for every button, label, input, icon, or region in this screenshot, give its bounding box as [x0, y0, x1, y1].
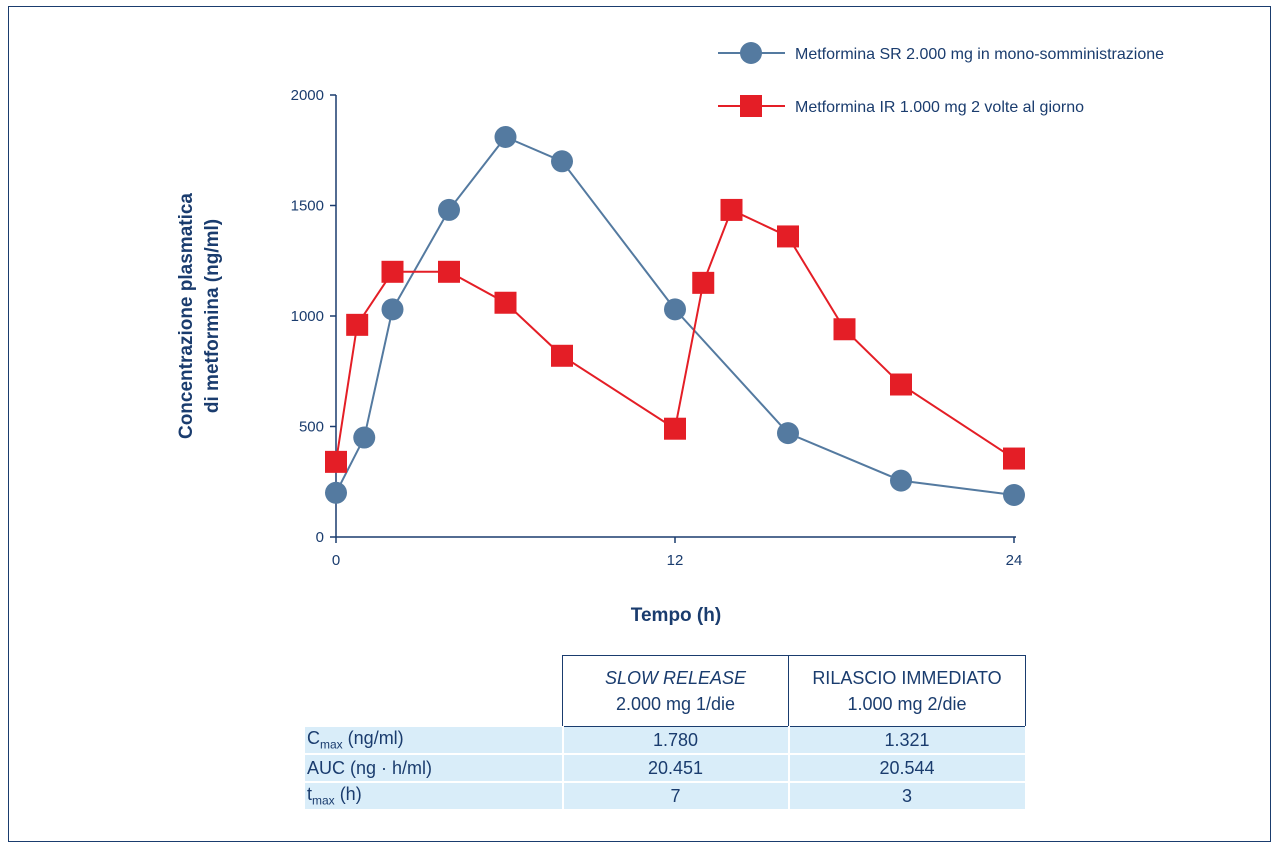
cell-tmax-ir: 3 [788, 782, 1027, 811]
x-ticks: 0 12 24 [332, 537, 1023, 569]
data-point-series-0 [777, 422, 799, 445]
cell-cmax-ir: 1.321 [788, 726, 1027, 755]
data-point-series-0 [353, 426, 376, 449]
y-ticks: 0 500 1000 1500 2000 [291, 87, 336, 546]
series-line-0 [335, 135, 1015, 497]
y-tick-label: 1000 [291, 308, 324, 325]
table-row: Cmax (ng/ml) 1.780 1.321 [305, 726, 1027, 755]
data-point-series-1 [777, 225, 799, 248]
table-row: tmax (h) 7 3 [305, 782, 1027, 811]
data-point-series-1 [720, 198, 743, 221]
row-label-cmax: Cmax (ng/ml) [305, 726, 564, 755]
stats-header-immediate-release-line1: RILASCIO IMMEDIATO [812, 668, 1002, 688]
data-point-series-1 [692, 271, 715, 294]
data-point-series-1 [833, 318, 856, 341]
y-axis-label-line1: Concentrazione plasmatica [176, 193, 197, 439]
data-point-series-1 [381, 260, 404, 283]
series-layer [325, 125, 1025, 507]
data-point-series-1 [346, 313, 369, 336]
stats-header-slow-release: SLOW RELEASE 2.000 mg 1/die [562, 655, 789, 727]
data-point-series-0 [890, 469, 912, 492]
y-tick-label: 500 [299, 419, 324, 436]
cell-cmax-sr: 1.780 [562, 726, 790, 755]
cell-tmax-sr: 7 [562, 782, 790, 811]
legend-label-ir: Metformina IR 1.000 mg 2 volte al giorno [795, 99, 1084, 116]
table-row: AUC (ng · h/ml) 20.451 20.544 [305, 754, 1027, 783]
data-point-series-1 [890, 373, 912, 396]
x-tick-label: 24 [1006, 552, 1023, 569]
stats-header-slow-release-line2: 2.000 mg 1/die [615, 694, 736, 714]
legend-label-sr: Metformina SR 2.000 mg in mono-somminist… [795, 46, 1164, 63]
legend: Metformina SR 2.000 mg in mono-somminist… [718, 42, 1164, 117]
legend-marker-sr [740, 42, 762, 64]
y-axis-label-line2: di metformina (ng/ml) [202, 219, 223, 413]
data-point-series-0 [325, 481, 347, 504]
data-point-series-0 [551, 150, 573, 173]
data-point-series-0 [1003, 484, 1025, 507]
stats-table: SLOW RELEASE 2.000 mg 1/die RILASCIO IMM… [305, 655, 1027, 811]
y-tick-label: 1500 [291, 198, 324, 215]
stats-header-immediate-release: RILASCIO IMMEDIATO 1.000 mg 2/die [788, 655, 1026, 727]
stats-header-immediate-release-line2: 1.000 mg 2/die [847, 694, 967, 714]
x-tick-label: 0 [332, 552, 340, 569]
legend-marker-ir [740, 95, 762, 117]
data-point-series-1 [325, 450, 347, 473]
y-axis-label: Concentrazione plasmatica [176, 193, 197, 439]
data-point-series-1 [1003, 447, 1025, 470]
row-label-auc: AUC (ng · h/ml) [305, 754, 564, 783]
y-axis-label-second: di metformina (ng/ml) [202, 219, 223, 413]
data-point-series-1 [494, 291, 517, 314]
stats-header-slow-release-line1: SLOW RELEASE [604, 668, 747, 688]
data-point-series-0 [664, 298, 686, 321]
data-point-series-0 [381, 298, 404, 321]
cell-auc-ir: 20.544 [788, 754, 1027, 783]
data-point-series-1 [438, 260, 460, 283]
row-label-tmax: tmax (h) [305, 782, 564, 811]
data-point-series-1 [664, 417, 686, 440]
data-point-series-0 [494, 125, 517, 148]
stats-header-blank [305, 656, 563, 727]
x-axis-label: Tempo (h) [631, 605, 721, 626]
cell-auc-sr: 20.451 [562, 754, 790, 783]
x-tick-label: 12 [667, 552, 684, 569]
y-tick-label: 2000 [291, 87, 324, 104]
data-point-series-1 [551, 344, 573, 367]
chart: 0 500 1000 1500 2000 0 12 24 Concentrazione pl… [176, 42, 1164, 626]
stats-header-row: SLOW RELEASE 2.000 mg 1/die RILASCIO IMM… [305, 655, 1026, 727]
data-point-series-0 [438, 198, 460, 221]
y-tick-label: 0 [316, 529, 324, 546]
